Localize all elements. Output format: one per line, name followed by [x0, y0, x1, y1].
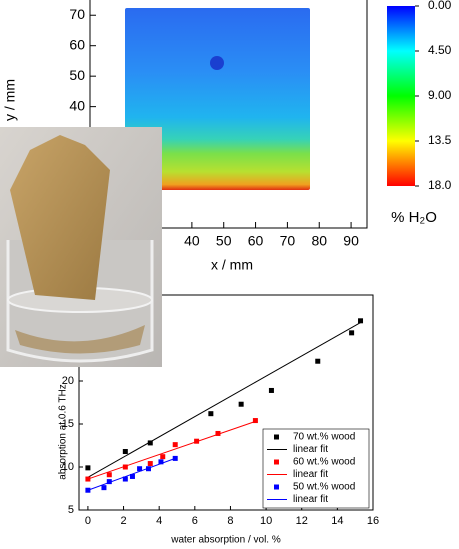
legend-label: 50 wt.% wood [293, 482, 355, 493]
data-point [315, 359, 320, 364]
colorbar-tick-label: 9.00 [428, 88, 452, 102]
y-tick-label: 50 [69, 67, 85, 83]
data-point [269, 388, 274, 393]
colorbar-label: % H₂O [391, 209, 437, 226]
colorbar-tick-label: 13.5 [428, 133, 452, 147]
legend-label: linear fit [293, 469, 328, 480]
y-tick-label: 5 [68, 504, 74, 516]
y-tick-label: 60 [69, 36, 85, 52]
legend-marker [274, 485, 279, 490]
x-tick-label: 2 [120, 515, 126, 527]
x-tick-label: 50 [216, 233, 232, 249]
y-axis-label: absorption at 0.6 THz [58, 384, 69, 479]
x-tick-label: 8 [227, 515, 233, 527]
moisture-spot [210, 56, 224, 70]
x-tick-label: 60 [248, 233, 264, 249]
legend-label: 60 wt.% wood [293, 457, 355, 468]
data-point [239, 402, 244, 407]
x-axis-label: x / mm [211, 257, 253, 273]
data-point [123, 449, 128, 454]
photo [0, 127, 162, 367]
legend-marker [274, 460, 279, 465]
y-tick-label: 70 [69, 6, 85, 22]
data-point [160, 454, 165, 459]
x-tick-label: 90 [343, 233, 359, 249]
colorbar-tick-label: 4.50 [428, 43, 452, 57]
data-point [107, 472, 112, 477]
legend-marker [274, 435, 279, 440]
data-point [148, 461, 153, 466]
y-tick-label: 40 [69, 97, 85, 113]
data-point [349, 330, 354, 335]
x-tick-label: 12 [296, 515, 308, 527]
y-axis-label: y / mm [2, 79, 18, 121]
x-tick-label: 40 [184, 233, 200, 249]
x-tick-label: 6 [192, 515, 198, 527]
legend-label: linear fit [293, 494, 328, 505]
legend-label: 70 wt.% wood [293, 432, 355, 443]
x-tick-label: 10 [260, 515, 272, 527]
x-tick-label: 70 [280, 233, 296, 249]
data-point [173, 442, 178, 447]
x-tick-label: 0 [85, 515, 91, 527]
data-point [101, 485, 106, 490]
figure: 40506070809040506070x / mmy / mm0.004.50… [0, 0, 459, 549]
x-axis-label: water absorption / vol. % [170, 535, 281, 546]
x-tick-label: 16 [367, 515, 379, 527]
data-point [208, 411, 213, 416]
x-tick-label: 4 [156, 515, 162, 527]
x-tick-label: 80 [311, 233, 327, 249]
colorbar [387, 6, 415, 186]
legend-label: linear fit [293, 444, 328, 455]
colorbar-tick-label: 18.0 [428, 178, 452, 192]
x-tick-label: 14 [331, 515, 343, 527]
colorbar-tick-label: 0.00 [428, 0, 452, 12]
data-point [85, 465, 90, 470]
